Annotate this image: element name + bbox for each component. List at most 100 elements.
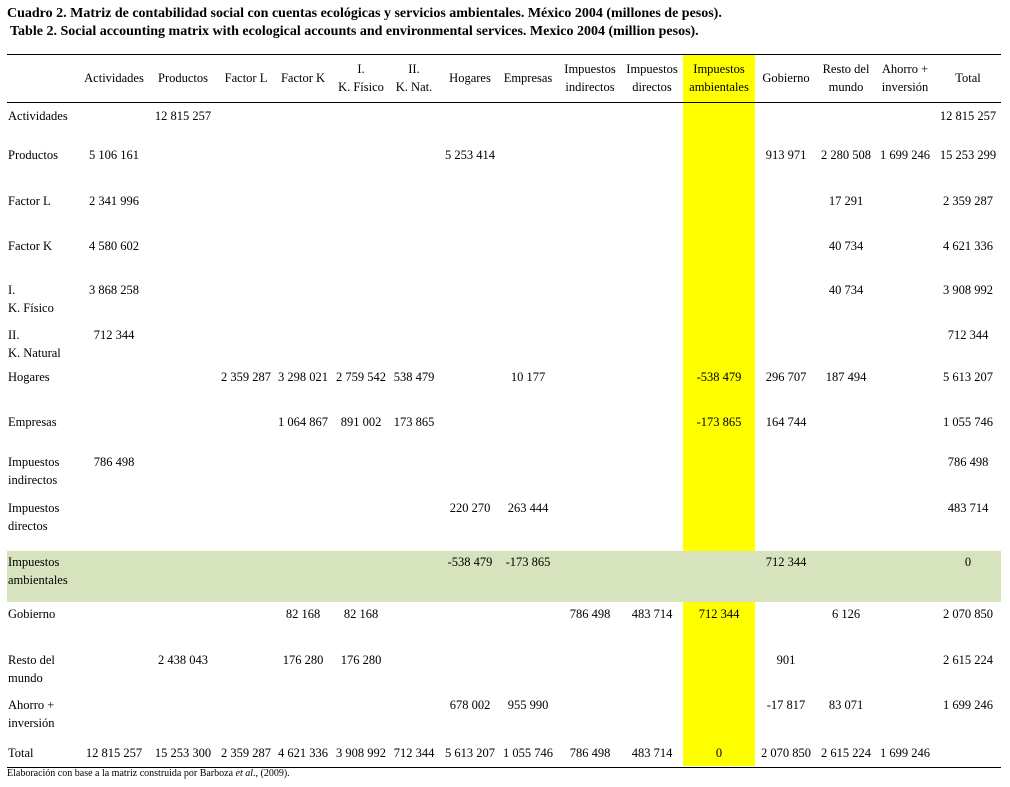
column-header-line: Productos — [158, 71, 208, 85]
table-cell: -538 479 — [696, 370, 742, 384]
column-header: Resto del mundo — [806, 60, 886, 96]
table-cell: 296 707 — [765, 370, 807, 384]
table-cell: 3 298 021 — [278, 370, 328, 384]
table-cell: 483 714 — [947, 501, 989, 515]
table-cell: 176 280 — [340, 653, 382, 667]
table-cell: 187 494 — [825, 370, 867, 384]
highlight-column-impuestos-ambientales — [683, 55, 755, 766]
row-label-line: Ahorro + — [8, 698, 55, 712]
header-bottom-rule — [7, 102, 1001, 103]
table-cell: 901 — [776, 653, 796, 667]
table-cell: 483 714 — [631, 607, 673, 621]
table-cell: 2 438 043 — [158, 653, 208, 667]
table-cell: 2 359 287 — [943, 194, 993, 208]
row-label-line: directos — [8, 519, 48, 533]
table-cell: 955 990 — [507, 698, 549, 712]
table-cell: 10 177 — [510, 370, 546, 384]
table-cell: 786 498 — [93, 455, 135, 469]
table-cell: 1 699 246 — [880, 746, 930, 760]
table-cell: 3 908 992 — [336, 746, 386, 760]
table-cell: 712 344 — [698, 607, 740, 621]
row-label-line: Total — [8, 746, 34, 760]
row-label-line: Impuestos — [8, 501, 60, 515]
table-cell: 712 344 — [93, 328, 135, 342]
row-label-line: inversión — [8, 716, 55, 730]
table-cell: 538 479 — [393, 370, 435, 384]
column-header-line: Ahorro + — [881, 62, 929, 76]
table-cell: 1 699 246 — [880, 148, 930, 162]
table-cell: -173 865 — [505, 555, 551, 569]
table-cell: 220 270 — [449, 501, 491, 515]
table-cell: 786 498 — [569, 607, 611, 621]
row-label: Impuestos ambientales — [8, 553, 68, 589]
table-cell: 2 359 287 — [221, 370, 271, 384]
table-cell: 1 699 246 — [943, 698, 993, 712]
table-cell: 173 865 — [393, 415, 435, 429]
table-cell: 17 291 — [828, 194, 864, 208]
row-label: II. K. Natural — [8, 326, 61, 362]
table-cell: 0 — [715, 746, 723, 760]
table-cell: -17 817 — [766, 698, 806, 712]
row-label: Empresas — [8, 413, 57, 431]
row-label: Impuestos indirectos — [8, 453, 59, 489]
column-header-line: Impuestos — [626, 62, 678, 76]
table-cell: 678 002 — [449, 698, 491, 712]
table-cell: 15 253 299 — [939, 148, 997, 162]
column-header: Productos — [143, 69, 223, 87]
table-cell: 12 815 257 — [939, 109, 997, 123]
row-label-line: Actividades — [8, 109, 68, 123]
table-cell: 3 908 992 — [943, 283, 993, 297]
row-label: I. K. Físico — [8, 281, 54, 317]
table-cell: 712 344 — [393, 746, 435, 760]
table-cell: 82 168 — [343, 607, 379, 621]
row-label-line: mundo — [8, 671, 43, 685]
table-cell: 786 498 — [569, 746, 611, 760]
table-cell: 263 444 — [507, 501, 549, 515]
table-cell: 2 070 850 — [943, 607, 993, 621]
table-cell: 2 341 996 — [89, 194, 139, 208]
column-header: Gobierno — [746, 69, 826, 87]
table-cell: 12 815 257 — [154, 109, 212, 123]
table-cell: 82 168 — [285, 607, 321, 621]
column-header: Ahorro + inversión — [865, 60, 945, 96]
column-header-line: K. Nat. — [395, 80, 433, 94]
column-header-line: Gobierno — [762, 71, 810, 85]
table-cell: 4 621 336 — [278, 746, 328, 760]
row-label-line: Resto del — [8, 653, 55, 667]
row-label-line: Gobierno — [8, 607, 56, 621]
table-title-english: Table 2. Social accounting matrix with e… — [10, 24, 699, 39]
table-cell: 2 615 224 — [821, 746, 871, 760]
row-label: Actividades — [8, 107, 68, 125]
row-label: Total — [8, 744, 34, 762]
table-cell: 40 734 — [828, 283, 864, 297]
row-label-line: indirectos — [8, 473, 58, 487]
table-bottom-rule — [7, 767, 1001, 768]
column-header: Impuestos ambientales — [679, 60, 759, 96]
column-header-line: Empresas — [503, 71, 553, 85]
column-header-line: Impuestos — [693, 62, 745, 76]
row-label-line: II. — [8, 328, 20, 342]
footnote-italic: et al — [235, 768, 254, 779]
table-cell: 40 734 — [828, 239, 864, 253]
table-cell: 483 714 — [631, 746, 673, 760]
column-header-line: I. — [357, 62, 365, 76]
row-label-line: Productos — [8, 148, 58, 162]
column-header: Factor L — [206, 69, 286, 87]
column-header-line: Hogares — [449, 71, 491, 85]
table-cell: 5 613 207 — [943, 370, 993, 384]
table-cell: 786 498 — [947, 455, 989, 469]
column-header: Actividades — [74, 69, 154, 87]
column-header: Hogares — [430, 69, 510, 87]
column-header-line: mundo — [828, 80, 864, 94]
table-cell: 2 615 224 — [943, 653, 993, 667]
table-cell: 913 971 — [765, 148, 807, 162]
highlight-row-impuestos-ambientales — [7, 551, 1001, 602]
column-header-line: inversión — [881, 80, 929, 94]
table-cell: 5 106 161 — [89, 148, 139, 162]
table-cell: -173 865 — [696, 415, 742, 429]
table-cell: 15 253 300 — [154, 746, 212, 760]
row-label-line: Factor L — [8, 194, 51, 208]
column-header-line: Factor K — [280, 71, 326, 85]
table-cell: 83 071 — [828, 698, 864, 712]
table-top-rule — [7, 54, 1001, 55]
